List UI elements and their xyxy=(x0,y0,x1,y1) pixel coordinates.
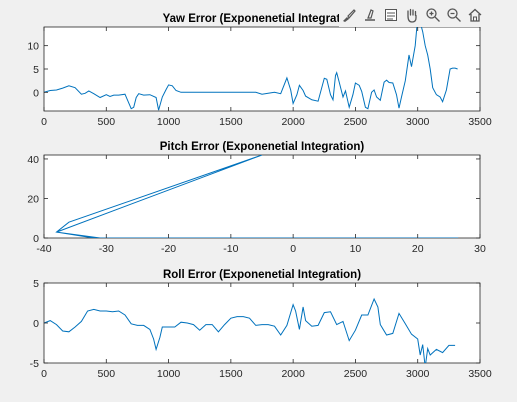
yaw-y-tick-label: 0 xyxy=(33,87,39,99)
insert-legend-button[interactable] xyxy=(381,5,401,25)
pitch-y-tick-label: 40 xyxy=(27,154,39,166)
axes-toolbar xyxy=(339,5,485,27)
roll-x-tick-label: 1500 xyxy=(219,368,243,380)
pan-hand-icon xyxy=(407,8,417,23)
insert-legend-icon xyxy=(385,9,397,21)
pitch-chart-title: Pitch Error (Exponenetial Integration) xyxy=(160,141,365,153)
yaw-y-tick-label: 5 xyxy=(33,64,39,76)
home-restore-view-button[interactable] xyxy=(465,5,485,25)
roll-y-tick-label: -5 xyxy=(30,358,39,370)
pitch-x-tick-label: 30 xyxy=(474,243,486,255)
roll-x-tick-label: 3500 xyxy=(468,368,492,380)
roll-plot-area xyxy=(43,282,481,364)
pitch-plot-area xyxy=(43,154,481,239)
yaw-plot-area xyxy=(43,26,481,112)
pitch-series-line xyxy=(55,155,459,238)
roll-x-tick-label: 500 xyxy=(98,368,116,380)
yaw-axes: 0 500 1000 1500 2000 2500 3000 3500 0 5 10 Yaw Erro… xyxy=(27,13,492,128)
pitch-x-tick-label: 10 xyxy=(350,243,362,255)
yaw-x-tick-label: 1000 xyxy=(157,116,181,128)
roll-y-tick-label: 0 xyxy=(33,318,39,330)
yaw-x-tick-label: 3000 xyxy=(406,116,430,128)
roll-chart-title: Roll Error (Exponenetial Integration) xyxy=(163,269,361,281)
yaw-chart-title: Yaw Error (Exponenetial Integration) xyxy=(163,13,362,25)
yaw-x-tick-label: 0 xyxy=(41,116,47,128)
zoom-out-button[interactable] xyxy=(444,5,464,25)
pitch-x-tick-label: 0 xyxy=(290,243,296,255)
brush-data-button[interactable] xyxy=(339,5,359,25)
yaw-x-tick-label: 2500 xyxy=(344,116,368,128)
roll-x-tick-label: 2500 xyxy=(344,368,368,380)
roll-x-tick-label: 2000 xyxy=(281,368,305,380)
pitch-x-tick-label: -40 xyxy=(36,243,51,255)
yaw-x-tick-label: 500 xyxy=(98,116,116,128)
pitch-x-tick-label: 20 xyxy=(412,243,424,255)
roll-x-tick-label: 1000 xyxy=(157,368,181,380)
clear-brush-button[interactable] xyxy=(360,5,380,25)
yaw-series-line xyxy=(44,27,458,111)
pan-button[interactable] xyxy=(402,5,422,25)
clear-brush-icon xyxy=(365,9,375,21)
yaw-x-tick-label: 2000 xyxy=(281,116,305,128)
pitch-x-tick-label: -10 xyxy=(223,243,238,255)
zoom-in-icon xyxy=(426,8,440,22)
pitch-y-tick-label: 0 xyxy=(33,233,39,245)
yaw-y-tick-label: 10 xyxy=(27,41,39,53)
pitch-axes: -40 -30 -20 -10 0 10 20 30 0 20 40 Pitch Error (Exp… xyxy=(27,141,486,255)
roll-series-line xyxy=(44,297,456,363)
zoom-in-button[interactable] xyxy=(423,5,443,25)
yaw-x-tick-label: 3500 xyxy=(468,116,492,128)
roll-x-tick-label: 0 xyxy=(41,368,47,380)
roll-y-tick-label: 5 xyxy=(33,278,39,290)
brush-data-icon xyxy=(343,9,356,22)
home-restore-view-icon xyxy=(468,8,482,22)
yaw-x-tick-label: 1500 xyxy=(219,116,243,128)
pitch-y-tick-label: 20 xyxy=(27,193,39,205)
zoom-out-icon xyxy=(447,8,461,22)
roll-x-tick-label: 3000 xyxy=(406,368,430,380)
pitch-x-tick-label: -20 xyxy=(161,243,176,255)
pitch-x-tick-label: -30 xyxy=(99,243,114,255)
